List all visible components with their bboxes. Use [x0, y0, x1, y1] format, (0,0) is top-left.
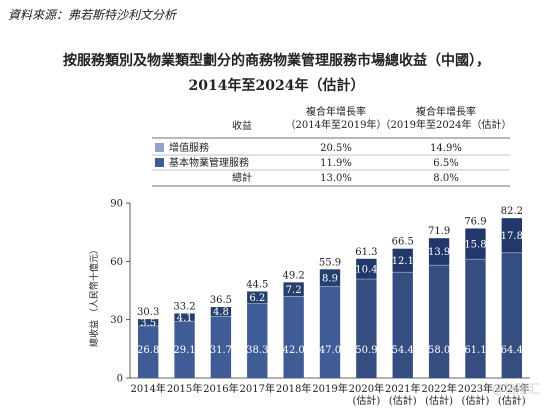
legend-swatch-base	[155, 158, 164, 167]
data-label-base: 61.1	[464, 345, 486, 356]
bar-base-service	[501, 252, 522, 378]
x-tick-label: 2015年	[167, 382, 202, 395]
cagr-table: 收益 複合年增長率 （2014年至2019年） 複合年增長率 （2019年至20…	[152, 105, 512, 187]
bar-value-added-service	[392, 248, 413, 273]
data-label-vas: 3.5	[140, 318, 156, 329]
x-tick-label: (估計)	[498, 394, 526, 407]
x-tick-label: (估計)	[425, 394, 453, 407]
data-label-vas: 8.9	[322, 273, 338, 284]
table-cagr2-total: 8.0%	[433, 173, 458, 184]
y-axis-label: 總收益 （人民幣十億元）	[88, 245, 100, 347]
x-tick-label: 2020年	[349, 382, 384, 395]
data-label-base: 64.4	[501, 345, 523, 356]
table-col2-header-line1: 複合年增長率	[416, 105, 476, 118]
bar-value-added-service	[319, 269, 341, 287]
table-col2-header-line2: （2019年至2024年（估計）	[381, 118, 512, 131]
bar-value-added-service	[501, 218, 522, 253]
bar-base-service	[465, 259, 486, 378]
data-label-vas: 4.8	[213, 307, 229, 318]
data-label-base: 47.0	[319, 345, 341, 356]
data-label-vas: 17.8	[501, 231, 523, 242]
bar-value-added-service	[283, 282, 304, 297]
y-tick-label: 90	[110, 199, 123, 210]
data-label-total: 33.2	[173, 301, 195, 312]
data-label-vas: 10.4	[355, 264, 377, 275]
x-tick-label: 2024年	[494, 382, 529, 395]
data-label-base: 38.3	[246, 345, 268, 356]
data-label-vas: 6.2	[249, 293, 265, 304]
bar-value-added-service	[174, 313, 195, 322]
x-tick-label: (估計)	[389, 394, 417, 407]
bar-base-service	[210, 316, 232, 378]
x-tick-label: 2017年	[240, 382, 275, 395]
chart-title-line1: 按服務類別及物業類型劃分的商務物業管理服務市場總收益（中國），	[63, 53, 490, 69]
legend-swatch-vas	[155, 143, 164, 152]
bar-value-added-service	[138, 319, 159, 326]
bar-value-added-service	[247, 291, 268, 304]
bar-value-added-service	[356, 258, 377, 280]
table-row-label-total: 總計	[232, 171, 252, 184]
data-label-base: 29.1	[173, 345, 195, 356]
data-label-total: 61.3	[355, 247, 377, 258]
bar-base-service	[319, 286, 341, 378]
x-tick-label: 2018年	[276, 382, 311, 395]
data-label-total: 49.2	[283, 270, 305, 281]
data-label-total: 44.5	[246, 279, 268, 290]
bar-base-service	[356, 279, 377, 378]
x-tick-label: 2023年	[458, 382, 493, 395]
data-label-vas: 15.8	[464, 239, 486, 250]
chart-title-line2: 2014年至2024年（估計）	[188, 78, 365, 94]
table-col-label: 收益	[232, 119, 252, 132]
data-label-base: 26.8	[137, 345, 159, 356]
data-label-total: 55.9	[319, 257, 341, 268]
data-label-total: 76.9	[464, 216, 486, 227]
bar-base-service	[138, 325, 159, 378]
source-note: 資料來源：弗若斯特沙利文分析	[8, 8, 177, 22]
data-label-total: 71.9	[428, 226, 450, 237]
x-tick-label: 2016年	[203, 382, 238, 395]
data-label-base: 31.7	[210, 345, 232, 356]
table-cagr2-vas: 14.9%	[430, 143, 462, 154]
table-row-label-base: 基本物業管理服務	[169, 156, 249, 169]
bar-base-service	[392, 272, 413, 378]
x-tick-label: (估計)	[462, 394, 490, 407]
bar-base-service	[174, 321, 195, 378]
stacked-bar-chart: 0 30 60 90 26.8 3.530.3 2014年 29.1 4.133.2 2015年…	[88, 199, 540, 408]
table-row-label-vas: 增值服務	[169, 141, 209, 154]
watermark: @格隆汇	[492, 381, 540, 396]
bar-value-added-service	[210, 307, 232, 317]
data-label-vas: 4.1	[177, 313, 193, 324]
data-label-total: 66.5	[392, 237, 414, 248]
data-label-base: 58.0	[428, 345, 450, 356]
data-label-base: 54.4	[392, 345, 414, 356]
data-label-base: 50.9	[355, 345, 377, 356]
data-label-total: 82.2	[501, 206, 523, 217]
y-tick-label: 30	[110, 315, 123, 326]
table-cagr1-base: 11.9%	[320, 158, 352, 169]
data-label-total: 30.3	[137, 307, 159, 318]
x-tick-label: 2021年	[385, 382, 420, 395]
bar-value-added-service	[465, 228, 486, 260]
x-tick-label: (估計)	[352, 394, 380, 407]
bar-base-service	[283, 296, 304, 378]
data-label-total: 36.5	[210, 295, 232, 306]
y-tick-label: 0	[117, 374, 123, 385]
table-cagr1-total: 13.0%	[320, 173, 352, 184]
bar-base-service	[247, 303, 268, 378]
x-tick-label: 2019年	[312, 382, 347, 395]
data-label-vas: 12.1	[392, 256, 414, 267]
x-tick-label: 2014年	[130, 382, 165, 395]
y-tick-label: 60	[110, 257, 123, 268]
table-col1-header-line2: （2014年至2019年）	[286, 118, 387, 131]
x-tick-label: 2022年	[421, 382, 456, 395]
bar-value-added-service	[428, 238, 450, 266]
table-cagr1-vas: 20.5%	[320, 143, 352, 154]
data-label-vas: 13.9	[428, 247, 450, 258]
table-cagr2-base: 6.5%	[433, 158, 458, 169]
bar-base-service	[428, 265, 450, 378]
data-label-base: 42.0	[283, 345, 305, 356]
table-col1-header-line1: 複合年增長率	[306, 105, 366, 118]
data-label-vas: 7.2	[286, 285, 302, 296]
